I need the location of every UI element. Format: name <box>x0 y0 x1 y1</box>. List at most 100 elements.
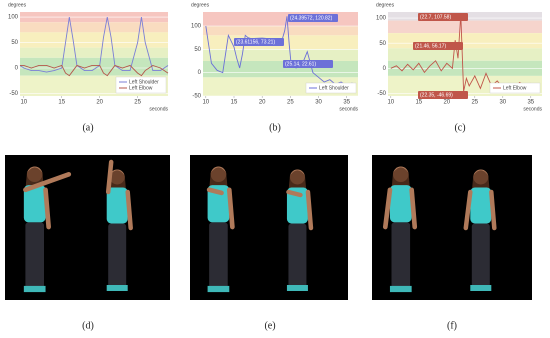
series-line <box>19 17 169 73</box>
y-axis-label: degrees <box>376 2 395 8</box>
y-tick-label: 100 <box>191 24 202 30</box>
hair <box>471 170 490 192</box>
arm <box>43 187 51 230</box>
y-tick-label: 50 <box>379 41 386 47</box>
x-axis-label: seconds <box>523 106 542 112</box>
arm <box>409 187 418 230</box>
band <box>20 47 168 58</box>
x-tick-label: 35 <box>343 100 350 106</box>
legend-label: Left Elbow <box>503 85 527 91</box>
y-tick-label: 50 <box>11 40 18 46</box>
x-tick-label: 25 <box>287 100 294 106</box>
x-tick-label: 20 <box>259 100 266 106</box>
legs <box>108 223 127 290</box>
panel-label: (a) <box>82 122 93 133</box>
arm <box>382 187 393 230</box>
band <box>20 22 168 33</box>
x-tick-label: 15 <box>415 100 422 106</box>
band <box>203 26 358 36</box>
annotation: (25.14, 22.61) <box>285 61 316 67</box>
arm <box>489 189 497 231</box>
y-axis-label: degrees <box>191 2 210 8</box>
y-tick-label: 0 <box>198 70 202 76</box>
torso <box>207 185 230 223</box>
y-tick-label: -50 <box>377 91 386 97</box>
x-tick-label: 10 <box>387 100 394 106</box>
y-tick-label: 0 <box>383 66 387 72</box>
arm <box>286 189 303 198</box>
x-tick-label: 30 <box>315 100 322 106</box>
x-tick-label: 10 <box>202 100 209 106</box>
annotation-box <box>234 38 284 46</box>
panel-label: (d) <box>82 320 94 331</box>
annotation: (22.7, 107.58) <box>420 14 451 20</box>
hair <box>391 167 411 190</box>
y-tick-label: -50 <box>9 91 18 97</box>
x-tick-label: 30 <box>499 100 506 106</box>
panel-label: (c) <box>454 122 465 133</box>
legs <box>391 222 411 291</box>
y-tick-label: -50 <box>192 94 201 100</box>
legs <box>25 222 44 291</box>
legend <box>305 82 357 94</box>
annotation: (22.35, -46.69) <box>420 92 453 98</box>
arm <box>206 187 224 196</box>
panel-label: (b) <box>269 122 281 133</box>
annotation-box <box>418 13 468 21</box>
legs <box>209 222 228 291</box>
arm <box>105 159 114 195</box>
legend-label: Left Shoulder <box>319 85 349 91</box>
band <box>388 20 542 34</box>
shoes <box>470 285 492 291</box>
annotation: (21.46, 56.17) <box>415 43 446 49</box>
annotation-box <box>288 14 338 22</box>
torso <box>286 187 308 224</box>
y-tick-label: 0 <box>15 66 19 72</box>
legs <box>288 223 307 290</box>
legend-label: Left Shoulder <box>129 79 159 85</box>
x-axis-label: seconds <box>339 106 358 112</box>
x-tick-label: 25 <box>134 100 141 106</box>
legs <box>471 223 490 290</box>
x-tick-label: 20 <box>443 100 450 106</box>
annotation: (24.39572, 120.82) <box>290 15 333 21</box>
shoes <box>23 285 46 293</box>
y-tick-label: 100 <box>376 16 387 22</box>
x-tick-label: 35 <box>527 100 534 106</box>
hair <box>108 170 127 192</box>
torso <box>23 185 46 223</box>
y-axis-label: degrees <box>8 2 27 8</box>
hair <box>288 170 307 192</box>
legend <box>115 76 167 94</box>
y-tick-label: 50 <box>194 47 201 53</box>
band <box>203 49 358 61</box>
band <box>203 61 358 78</box>
x-tick-label: 20 <box>96 100 103 106</box>
annotation: (23.61156, 73.21) <box>236 39 275 45</box>
annotation-box <box>413 42 463 50</box>
shoes <box>207 285 230 293</box>
y-tick-label: 100 <box>8 15 19 21</box>
x-tick-label: 15 <box>58 100 65 106</box>
torso <box>106 187 128 224</box>
arm <box>226 187 235 230</box>
arm <box>23 171 72 193</box>
shoes <box>286 285 308 291</box>
torso <box>470 187 492 224</box>
panel-label: (f) <box>447 320 457 331</box>
shoes <box>389 285 412 293</box>
panel-label: (e) <box>264 320 275 331</box>
x-tick-label: 15 <box>231 100 238 106</box>
legend <box>489 82 541 94</box>
x-tick-label: 10 <box>20 100 27 106</box>
arm <box>305 189 314 231</box>
arm <box>463 189 473 231</box>
arm <box>125 189 133 231</box>
series-line <box>20 64 169 77</box>
shoes <box>106 285 128 291</box>
annotation-box <box>418 91 468 99</box>
hair <box>209 167 228 190</box>
torso <box>389 185 412 223</box>
band <box>388 33 542 49</box>
band <box>388 48 542 61</box>
